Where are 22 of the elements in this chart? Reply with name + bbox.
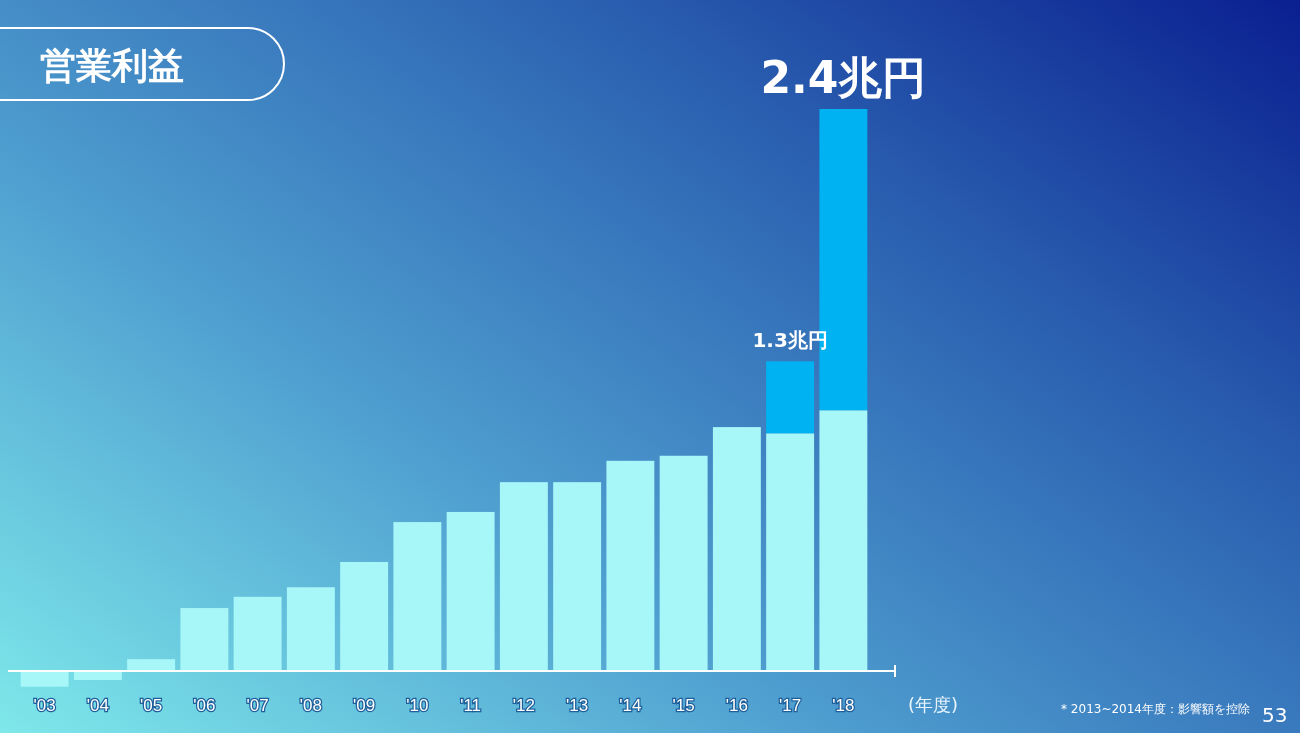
x-tick-label: '03 [33,696,56,715]
x-tick-label: '13 [566,696,589,715]
x-tick-label: '07 [246,696,269,715]
x-axis-title: (年度) [908,694,959,715]
text: 53 [1262,703,1288,727]
annotation: 1.3兆円 [752,328,828,353]
x-tick-label: '10 [406,696,429,715]
x-tick-label: '16 [725,696,748,715]
x-tick-label: '18 [832,696,855,715]
annotation: 2.4兆円 [760,52,927,103]
x-tick-label: '08 [299,696,322,715]
x-tick-label: '17 [779,696,802,715]
x-tick-label: '05 [140,696,163,715]
x-tick-label: '06 [193,696,216,715]
chart-title: 営業利益 [40,45,184,86]
text: * 2013~2014年度：影響額を控除 [1061,702,1250,716]
x-tick-label: '04 [86,696,109,715]
x-tick-label: '15 [672,696,695,715]
x-tick-label: '14 [619,696,642,715]
x-tick-label: '09 [353,696,376,715]
x-tick-label: '12 [512,696,535,715]
x-tick-label: '11 [460,696,482,715]
